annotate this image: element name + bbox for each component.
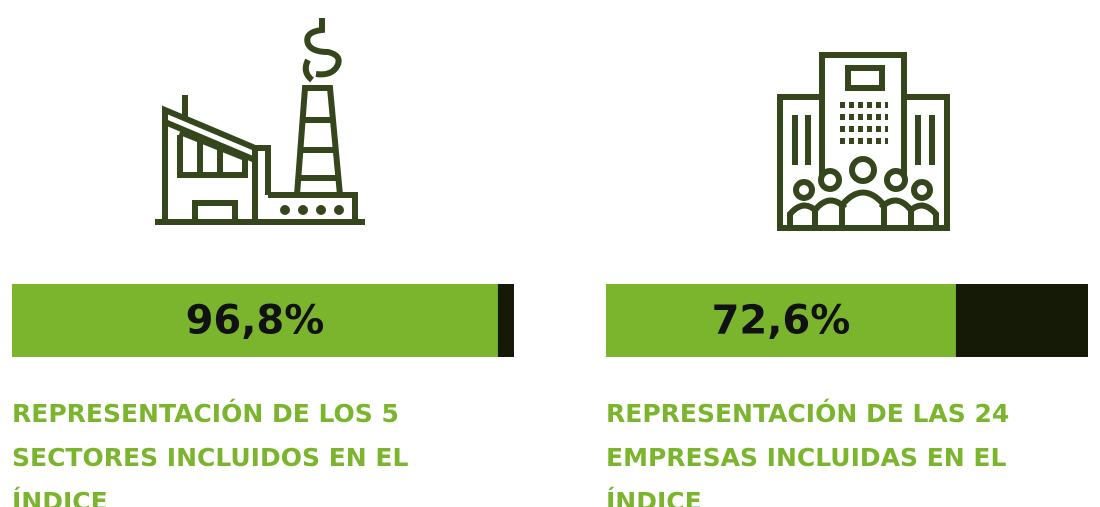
caption-line: ÍNDICE: [12, 487, 108, 507]
caption-line: SECTORES INCLUIDOS EN EL: [12, 443, 408, 472]
factory-icon: [155, 18, 365, 225]
value-label: 72,6%: [712, 298, 851, 344]
progress-fill: [606, 284, 956, 357]
building-icon: [777, 52, 950, 231]
caption-line: REPRESENTACIÓN DE LAS 24: [606, 398, 1009, 428]
caption-line: REPRESENTACIÓN DE LOS 5: [12, 398, 399, 428]
caption-line: EMPRESAS INCLUIDAS EN EL: [606, 443, 1006, 472]
progress-fill: [12, 284, 498, 357]
caption-line: ÍNDICE: [606, 487, 702, 507]
value-label: 96,8%: [186, 298, 325, 344]
